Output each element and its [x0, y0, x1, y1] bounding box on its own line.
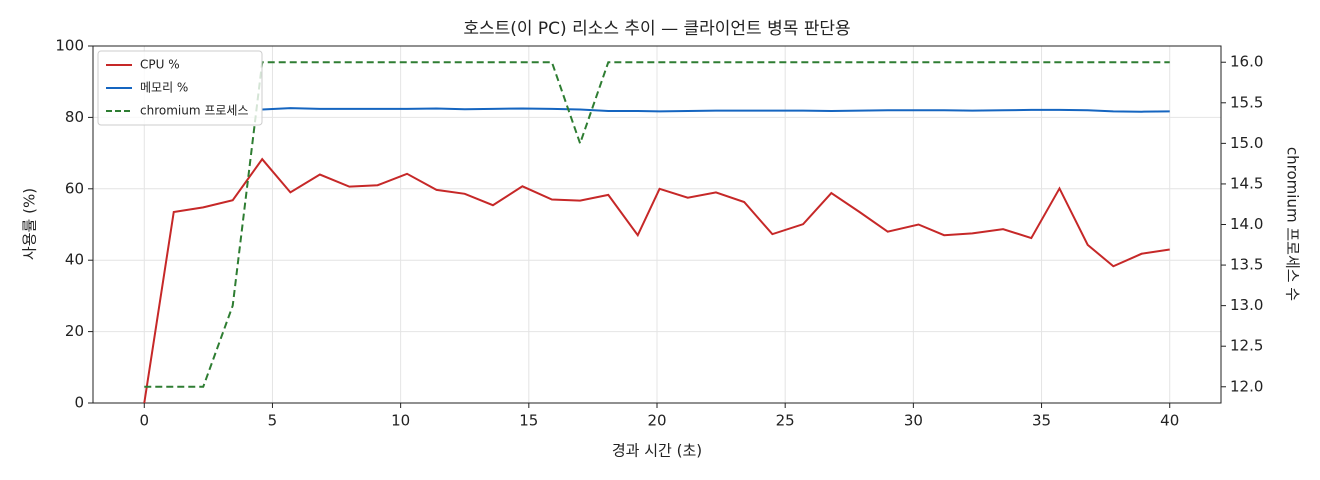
x-tick-label: 35: [1032, 412, 1051, 430]
y2-tick-label: 15.5: [1230, 93, 1263, 111]
legend-label: CPU %: [140, 58, 180, 72]
x-tick-label: 15: [519, 412, 538, 430]
y2-tick-label: 14.0: [1230, 215, 1263, 233]
legend-box: [97, 50, 263, 126]
legend-label: 메모리 %: [140, 81, 188, 95]
x-tick-label: 20: [647, 412, 666, 430]
y-tick-label: 20: [65, 322, 84, 340]
x-tick-label: 10: [391, 412, 410, 430]
series-line: [262, 107, 1170, 113]
y2-tick-label: 12.0: [1230, 377, 1263, 395]
y2-tick-label: 13.0: [1230, 296, 1263, 314]
y-axis-label: 사용률 (%): [21, 188, 39, 260]
y-tick-label: 60: [65, 179, 84, 197]
y-tick-label: 80: [65, 108, 84, 126]
y2-tick-label: 14.5: [1230, 174, 1263, 192]
series-line: [144, 61, 1170, 388]
x-tick-label: 5: [268, 412, 278, 430]
y-tick-label: 40: [65, 251, 84, 269]
y2-tick-label: 12.5: [1230, 337, 1263, 355]
x-axis-label: 경과 시간 (초): [612, 442, 702, 460]
legend-label: chromium 프로세스: [140, 104, 249, 118]
x-tick-label: 40: [1160, 412, 1179, 430]
series-line: [143, 157, 1170, 404]
y2-tick-label: 15.0: [1230, 134, 1263, 152]
chart-title: 호스트(이 PC) 리소스 추이 — 클라이언트 병목 판단용: [463, 19, 850, 39]
y2-tick-label: 16.0: [1230, 53, 1263, 71]
x-tick-label: 25: [776, 412, 795, 430]
y2-axis-label: chromium 프로세스 수: [1284, 147, 1302, 301]
y2-tick-label: 13.5: [1230, 256, 1263, 274]
x-tick-label: 30: [904, 412, 923, 430]
x-tick-label: 0: [139, 412, 149, 430]
plot-frame: [92, 45, 1222, 404]
y-tick-label: 100: [55, 37, 84, 55]
y-tick-label: 0: [74, 394, 84, 412]
